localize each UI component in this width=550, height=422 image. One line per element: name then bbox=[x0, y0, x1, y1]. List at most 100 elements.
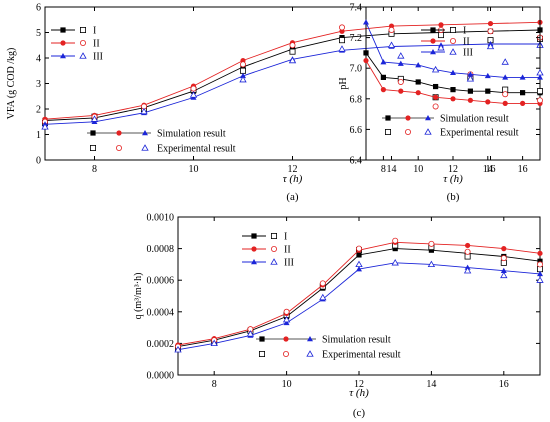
legend-open-marker-I bbox=[270, 232, 277, 239]
y-tick-label: 6 bbox=[36, 3, 41, 14]
experimental-point-II bbox=[487, 28, 494, 35]
simulation-point-I bbox=[363, 50, 369, 56]
y-tick-label: 0.0002 bbox=[147, 339, 175, 350]
chart-panel-2: 8 10 12 14 166.46.66.87.07.27.4τ (h)pH(b)III… bbox=[338, 3, 544, 203]
legend-simulation-label: Simulation result bbox=[322, 335, 391, 346]
legend-experimental-marker bbox=[424, 128, 432, 135]
x-tick-label: 16 bbox=[499, 379, 509, 390]
simulation-point-III bbox=[356, 266, 362, 272]
x-tick-label: 8 bbox=[212, 379, 217, 390]
experimental-point-III bbox=[536, 276, 544, 283]
experimental-point-II bbox=[500, 255, 507, 262]
x-tick-label: 14 bbox=[426, 379, 436, 390]
legend-open-marker-I bbox=[80, 26, 87, 33]
legend-label: II bbox=[284, 245, 291, 256]
experimental-point-II bbox=[190, 85, 197, 92]
y-tick-label: 4 bbox=[36, 54, 41, 65]
simulation-point-I bbox=[467, 88, 473, 94]
legend-open-marker-I bbox=[449, 26, 456, 33]
legend-experimental-marker bbox=[282, 350, 289, 357]
experimental-point-III bbox=[463, 266, 472, 274]
simulation-point-II bbox=[450, 96, 456, 102]
legend-marker-III bbox=[60, 53, 66, 59]
simulation-point-II bbox=[520, 100, 526, 106]
experimental-point-I bbox=[239, 67, 246, 74]
x-tick-label: 10 bbox=[413, 164, 423, 175]
x-tick-label: 10 bbox=[282, 379, 292, 390]
y-tick-label: 6.8 bbox=[350, 94, 363, 105]
experimental-point-III bbox=[90, 115, 99, 122]
legend-label: I bbox=[284, 232, 287, 243]
simulation-point-I bbox=[415, 79, 421, 85]
x-axis-label: τ (h) bbox=[283, 173, 303, 185]
experimental-point-II bbox=[239, 61, 246, 68]
x-tick-label: 8 bbox=[92, 164, 97, 175]
legend-marker-II bbox=[251, 246, 257, 252]
simulation-point-II bbox=[485, 99, 491, 105]
experimental-point-II bbox=[392, 237, 399, 244]
experimental-point-II bbox=[464, 248, 471, 255]
experimental-point-II bbox=[432, 103, 439, 110]
experimental-point-III bbox=[210, 339, 218, 347]
legend-marker-I bbox=[251, 233, 257, 239]
legend-experimental-marker bbox=[384, 128, 391, 135]
simulation-point-III bbox=[500, 267, 507, 273]
experimental-point-II bbox=[283, 308, 290, 315]
legend-open-marker-III bbox=[79, 52, 87, 59]
experimental-point-I bbox=[338, 37, 345, 44]
x-tick-label: 14 bbox=[387, 164, 397, 175]
x-axis-label: τ (h) bbox=[443, 173, 463, 185]
y-tick-label: 0.0008 bbox=[147, 244, 175, 255]
experimental-point-III bbox=[466, 75, 475, 82]
simulation-point-III bbox=[415, 62, 422, 68]
experimental-point-II bbox=[502, 91, 509, 98]
simulation-point-I bbox=[380, 74, 386, 80]
simulation-point-I bbox=[537, 258, 543, 264]
x-tick-label: 12 bbox=[288, 164, 298, 175]
experimental-point-II bbox=[338, 24, 345, 31]
simulation-point-I bbox=[520, 90, 526, 96]
experimental-point-III bbox=[239, 75, 247, 83]
experimental-point-III bbox=[431, 65, 440, 73]
experimental-point-II bbox=[355, 245, 362, 252]
y-tick-label: 0.0004 bbox=[147, 307, 175, 318]
experimental-point-III bbox=[486, 42, 495, 50]
experimental-point-II bbox=[537, 261, 544, 268]
simulation-point-II bbox=[537, 250, 543, 256]
experimental-point-III bbox=[536, 68, 544, 76]
legend-label: III bbox=[93, 52, 103, 63]
panel-label: (c) bbox=[353, 407, 366, 419]
experimental-point-II bbox=[388, 26, 395, 33]
experimental-point-III bbox=[288, 56, 297, 64]
simulation-point-II bbox=[502, 100, 508, 106]
experimental-point-III bbox=[319, 293, 327, 301]
panel-label: (a) bbox=[286, 191, 299, 203]
legend-label: I bbox=[93, 26, 96, 37]
y-tick-label: 7.2 bbox=[350, 33, 363, 44]
legend-experimental-label: Experimental result bbox=[322, 350, 401, 361]
experimental-point-I bbox=[437, 32, 444, 39]
legend-marker-II bbox=[60, 40, 66, 46]
y-axis-label: VFA (g COD /kg) bbox=[6, 48, 17, 120]
experimental-point-III bbox=[282, 315, 291, 323]
legend-experimental-label: Experimental result bbox=[440, 128, 519, 139]
legend-simulation-marker bbox=[425, 115, 431, 121]
simulation-point-III bbox=[467, 71, 474, 77]
legend-experimental-marker bbox=[90, 144, 97, 151]
legend-simulation-marker bbox=[90, 130, 96, 136]
y-tick-label: 6.4 bbox=[350, 156, 363, 167]
experimental-point-III bbox=[41, 123, 49, 130]
experimental-point-III bbox=[174, 345, 182, 353]
legend-label: III bbox=[463, 48, 473, 59]
y-tick-label: 6.6 bbox=[350, 125, 363, 136]
experimental-point-II bbox=[397, 78, 404, 85]
experimental-point-II bbox=[537, 97, 544, 104]
x-tick-label: 8 bbox=[381, 164, 386, 175]
simulation-point-I bbox=[485, 88, 491, 94]
experimental-point-III bbox=[355, 260, 363, 268]
legend-label: I bbox=[463, 26, 466, 37]
simulation-point-II bbox=[438, 22, 444, 28]
experimental-point-I bbox=[537, 88, 544, 95]
simulation-point-III bbox=[484, 72, 491, 79]
